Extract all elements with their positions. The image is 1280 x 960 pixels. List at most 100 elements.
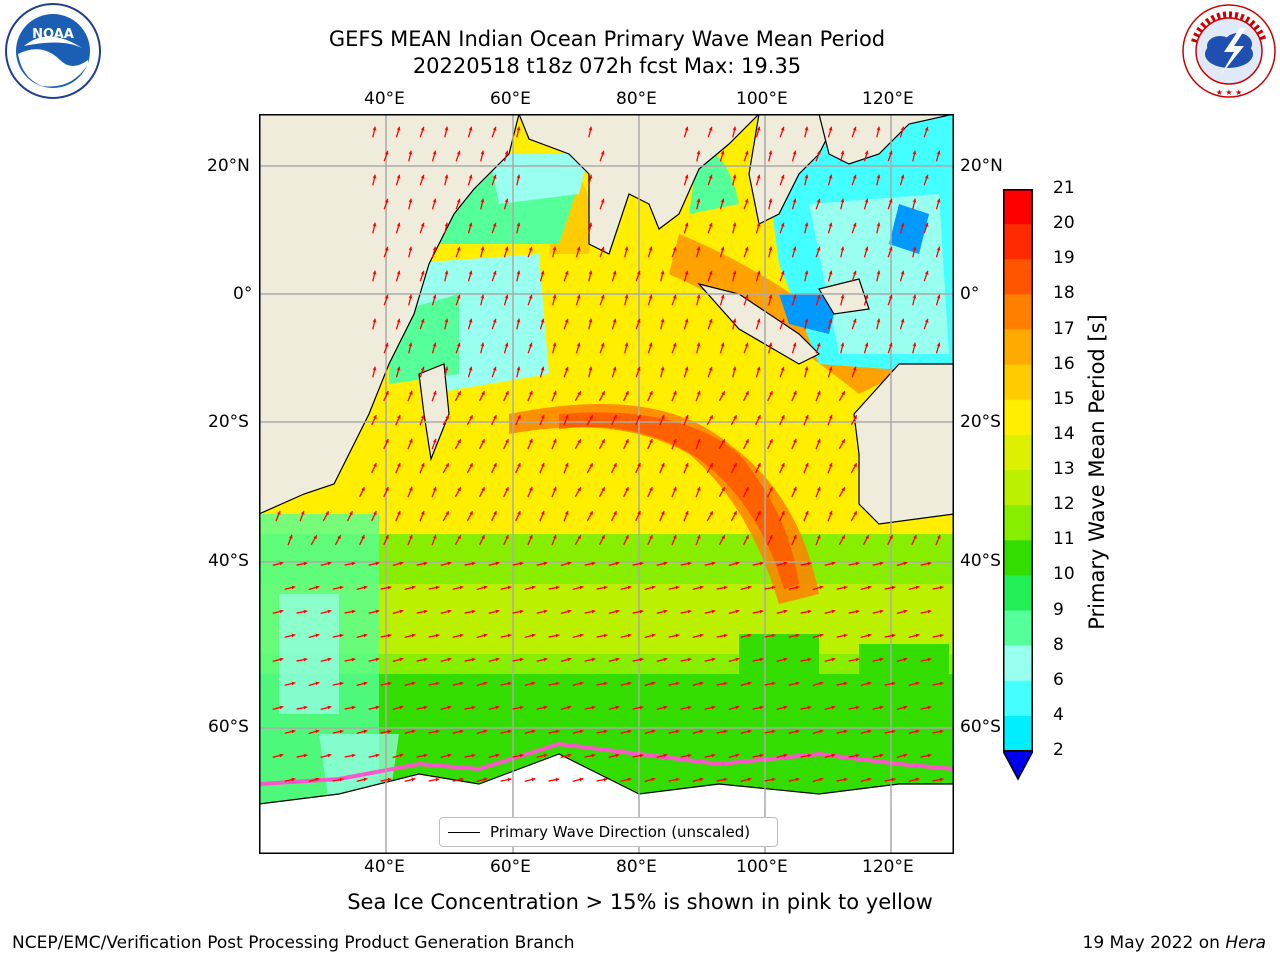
wave-arrow-head [828, 222, 833, 227]
wave-arrow-head [577, 487, 581, 492]
wave-arrow-head [661, 414, 665, 419]
wave-arrow-head [708, 126, 713, 131]
wave-arrow-head [759, 657, 764, 662]
wave-arrow-head [600, 342, 605, 347]
wave-arrow-head [903, 753, 908, 758]
wave-arrow-head [684, 126, 689, 131]
wave-arrow-head [912, 342, 917, 347]
wave-arrow-head [372, 222, 377, 227]
lat-label-left-20n: 20°N [207, 156, 250, 176]
wave-arrow-head [507, 729, 512, 734]
wave-arrow-head [552, 342, 557, 347]
wave-arrow-head [888, 150, 893, 155]
wave-arrow-head [828, 510, 833, 515]
wave-arrow-head [363, 729, 368, 734]
wave-arrow-head [447, 609, 452, 614]
footer-date: 19 May 2022 on Hera [1083, 933, 1267, 953]
wave-arrow-head [867, 585, 872, 590]
wave-arrow-head [408, 390, 413, 395]
wave-arrow-head [793, 390, 797, 395]
wave-arrow-head [516, 270, 521, 275]
colorbar-segment [1003, 715, 1033, 752]
wave-arrow-head [867, 681, 872, 686]
noaa-logo-text: NOAA [32, 27, 74, 42]
wave-arrow-head [579, 585, 584, 590]
wave-arrow-head [432, 486, 437, 491]
wave-arrow-head [675, 585, 680, 590]
wave-arrow-head [639, 657, 644, 662]
wave-arrow-head [649, 438, 653, 443]
wave-arrow-head [555, 729, 560, 734]
wave-arrow-head [721, 391, 725, 396]
wave-arrow-head [759, 705, 764, 710]
wave-arrow-head [615, 705, 620, 710]
wave-arrow-head [579, 729, 584, 734]
wave-arrow-head [492, 270, 497, 275]
wave-arrow-head [351, 705, 356, 710]
colorbar-segment [1003, 329, 1033, 366]
wave-arrow-head [543, 705, 548, 710]
wave-arrow-head [780, 174, 785, 179]
wave-arrow-head [843, 633, 848, 638]
wave-arrow-head [279, 609, 284, 614]
wave-arrow-head [567, 753, 572, 758]
wave-arrow-head [480, 294, 485, 299]
wave-arrow-head [828, 126, 833, 131]
wave-arrow-head [396, 222, 401, 227]
wave-arrow-head [936, 198, 941, 203]
wave-arrow-head [684, 174, 689, 179]
wave-arrow-head [903, 561, 908, 566]
wave-arrow-head [435, 585, 440, 590]
wave-arrow-head [315, 681, 320, 686]
wave-arrow-head [471, 753, 476, 758]
wave-arrow-head [732, 366, 737, 371]
wave-arrow-head [792, 342, 797, 347]
wave-arrow-head [408, 486, 413, 491]
wave-arrow-head [819, 681, 824, 686]
lon-label-top-80e: 80°E [616, 89, 657, 109]
wave-arrow-head [457, 487, 461, 492]
colorbar-tick-label: 14 [1053, 423, 1075, 444]
wave-arrow-head [663, 657, 668, 662]
wave-arrow-head [696, 198, 701, 203]
wave-arrow-head [768, 246, 773, 251]
wave-arrow-head [936, 342, 941, 347]
wave-arrow-head [459, 585, 464, 590]
wave-arrow-head [361, 487, 365, 492]
colorbar-segment [1003, 540, 1033, 576]
wave-arrow-head [807, 753, 812, 758]
wave-arrow-head [792, 294, 797, 299]
wave-arrow-head [723, 729, 728, 734]
wave-arrow-head [576, 246, 581, 251]
wave-arrow-head [420, 270, 425, 275]
wave-arrow-head [855, 705, 860, 710]
wave-arrow-head [601, 535, 605, 540]
wave-arrow-head [588, 270, 593, 275]
wave-arrow-head [420, 414, 425, 419]
wave-arrow-head [372, 270, 377, 275]
wave-arrow-head [517, 510, 521, 515]
wave-arrow-head [867, 777, 872, 782]
wave-arrow-head [435, 777, 440, 782]
wave-arrow-head [804, 318, 809, 323]
wave-arrow-head [684, 510, 689, 515]
wave-arrow-head [613, 415, 617, 420]
wave-arrow-head [313, 535, 317, 540]
wave-arrow-head [337, 535, 341, 540]
wave-arrow-head [735, 753, 740, 758]
wave-arrow-head [636, 318, 641, 323]
wave-arrow-head [492, 222, 497, 227]
wave-arrow-head [891, 585, 896, 590]
wave-arrow-head [493, 511, 497, 516]
wave-arrow-head [300, 510, 305, 515]
wave-arrow-head [577, 391, 581, 396]
wave-arrow-head [529, 534, 533, 539]
wave-arrow-head [853, 415, 857, 420]
wave-arrow-head [397, 414, 401, 419]
wave-arrow-head [745, 487, 749, 492]
wave-arrow-head [927, 705, 932, 710]
wave-arrow-head [771, 681, 776, 686]
wave-arrow-head [627, 585, 632, 590]
wave-arrow-head [649, 486, 653, 491]
wave-arrow-head [627, 633, 632, 638]
